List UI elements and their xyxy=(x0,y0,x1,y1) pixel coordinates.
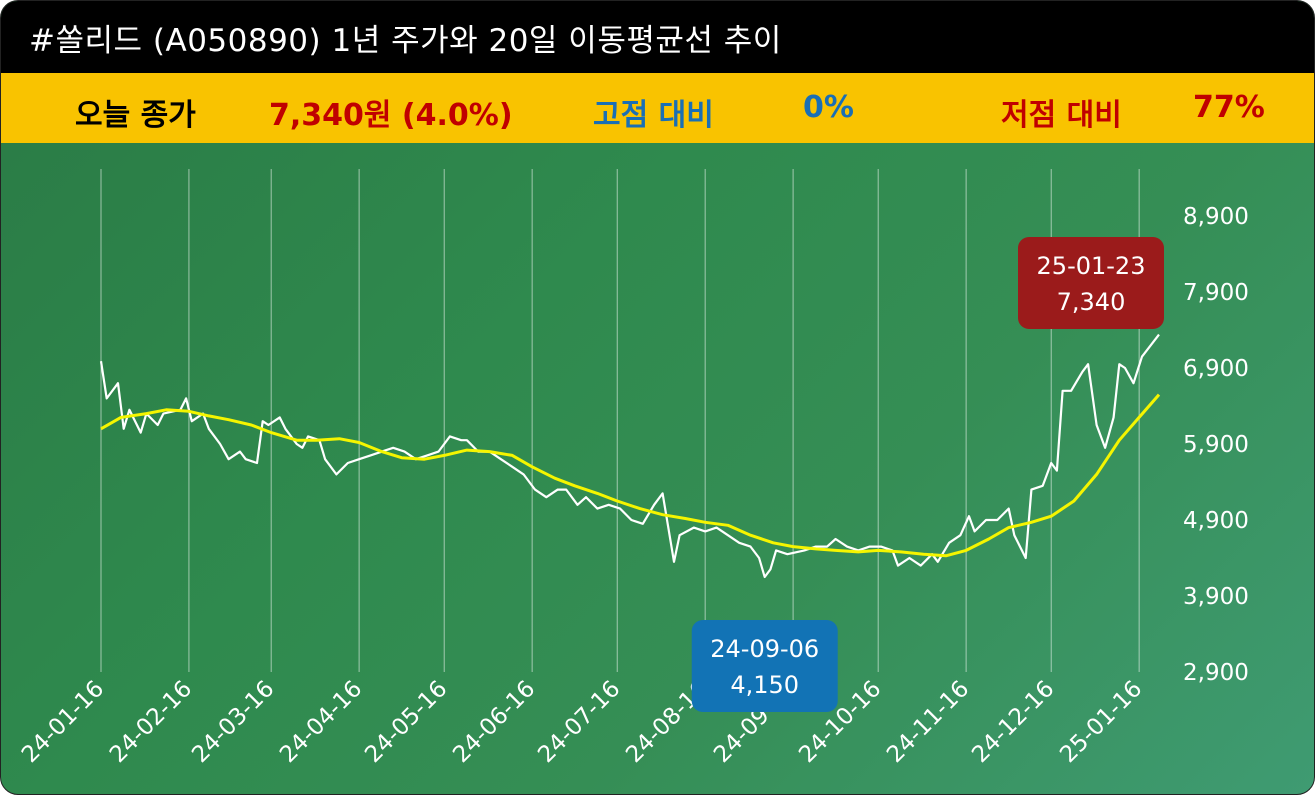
high-annotation-date: 25-01-23 xyxy=(1037,252,1146,280)
stats-bar: 오늘 종가 7,340원 (4.0%) 고점 대비 0% 저점 대비 77% xyxy=(1,73,1314,143)
vs-low-label: 저점 대비 xyxy=(1001,98,1122,133)
annotations: 25-01-23 7,340 24-09-06 4,150 xyxy=(691,237,1164,712)
x-tick-label: 24-02-16 xyxy=(105,676,197,768)
stock-chart: 8,900 7,900 6,900 5,900 4,900 3,900 2,900 24-0… xyxy=(17,169,1249,768)
y-tick-label: 6,900 xyxy=(1183,356,1249,382)
x-tick-label: 24-04-16 xyxy=(275,676,367,768)
vs-high-label: 고점 대비 xyxy=(593,98,714,133)
x-tick-label: 24-11-16 xyxy=(882,676,974,768)
ma20-line xyxy=(100,393,1161,558)
y-axis-ticks: 8,900 7,900 6,900 5,900 4,900 3,900 2,900 xyxy=(1183,204,1249,686)
x-tick-label: 24-05-16 xyxy=(360,676,452,768)
low-annotation: 24-09-06 4,150 xyxy=(691,620,838,712)
y-tick-label: 7,900 xyxy=(1183,280,1249,306)
low-annotation-box xyxy=(691,620,838,712)
x-axis-ticks: 24-01-1624-02-1624-03-1624-04-1624-05-16… xyxy=(17,676,1147,768)
high-annotation-box xyxy=(1018,237,1164,329)
high-annotation-value: 7,340 xyxy=(1057,288,1126,316)
y-tick-label: 4,900 xyxy=(1183,508,1249,534)
title-bar: #쏠리드 (A050890) 1년 주가와 20일 이동평균선 추이 xyxy=(1,1,1314,73)
y-tick-label: 2,900 xyxy=(1183,660,1249,686)
x-tick-label: 24-01-16 xyxy=(17,676,109,768)
vs-low-value: 77% xyxy=(1193,90,1265,125)
x-tick-label: 25-01-16 xyxy=(1055,676,1147,768)
price-line xyxy=(99,333,1160,579)
x-tick-label: 24-03-16 xyxy=(187,676,279,768)
low-annotation-value: 4,150 xyxy=(730,671,799,699)
y-tick-label: 3,900 xyxy=(1183,584,1249,610)
chart-title: #쏠리드 (A050890) 1년 주가와 20일 이동평균선 추이 xyxy=(29,22,782,59)
close-price-label: 오늘 종가 xyxy=(75,98,196,133)
x-tick-label: 24-06-16 xyxy=(448,676,540,768)
grid-lines xyxy=(100,169,1140,672)
y-tick-label: 8,900 xyxy=(1183,204,1249,230)
y-tick-label: 5,900 xyxy=(1183,432,1249,458)
x-tick-label: 24-07-16 xyxy=(533,676,625,768)
x-tick-label: 24-12-16 xyxy=(967,676,1059,768)
close-price-value: 7,340원 (4.0%) xyxy=(269,98,513,133)
series-lines xyxy=(99,333,1161,579)
vs-high-value: 0% xyxy=(803,90,854,125)
high-annotation: 25-01-23 7,340 xyxy=(1018,237,1164,329)
low-annotation-date: 24-09-06 xyxy=(710,635,819,663)
